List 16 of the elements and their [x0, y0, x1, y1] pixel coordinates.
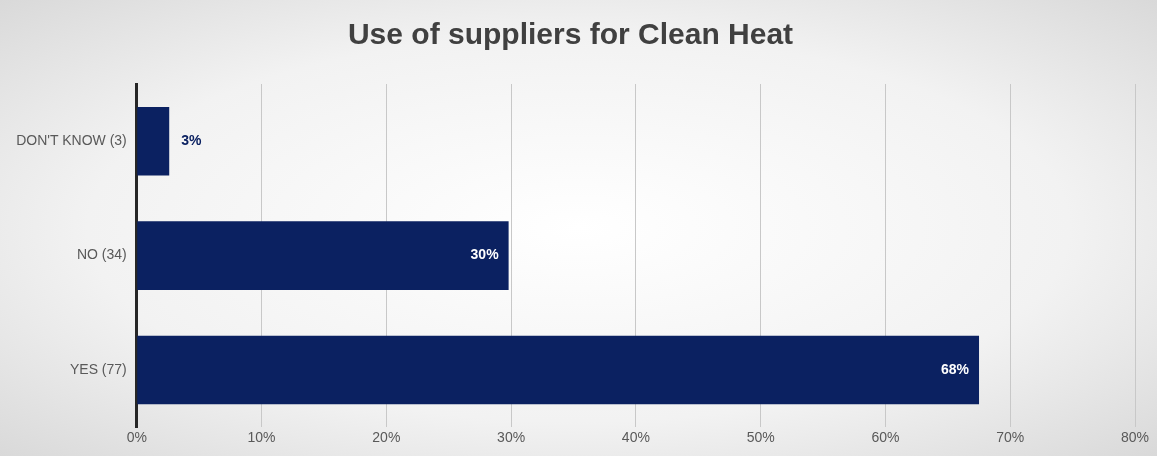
- x-tick-label: 70%: [996, 429, 1025, 446]
- x-tick-label: 40%: [621, 429, 650, 446]
- y-tick-label: DON'T KNOW (3): [16, 132, 127, 149]
- x-tick-label: 50%: [746, 429, 775, 446]
- y-tick-label: NO (34): [76, 246, 127, 263]
- data-label: 68%: [941, 360, 970, 377]
- y-tick-label: YES (77): [69, 360, 127, 377]
- data-label: 3%: [181, 132, 202, 149]
- x-tick-label: 10%: [247, 429, 276, 446]
- chart-title: Use of suppliers for Clean Heat: [347, 17, 794, 51]
- x-tick-label: 30%: [497, 429, 526, 446]
- data-label: 30%: [470, 246, 500, 263]
- x-tick-label: 80%: [1120, 429, 1150, 446]
- x-tick-label: 60%: [871, 429, 900, 446]
- x-tick-label: 0%: [126, 429, 147, 446]
- x-tick-label: 20%: [372, 429, 401, 446]
